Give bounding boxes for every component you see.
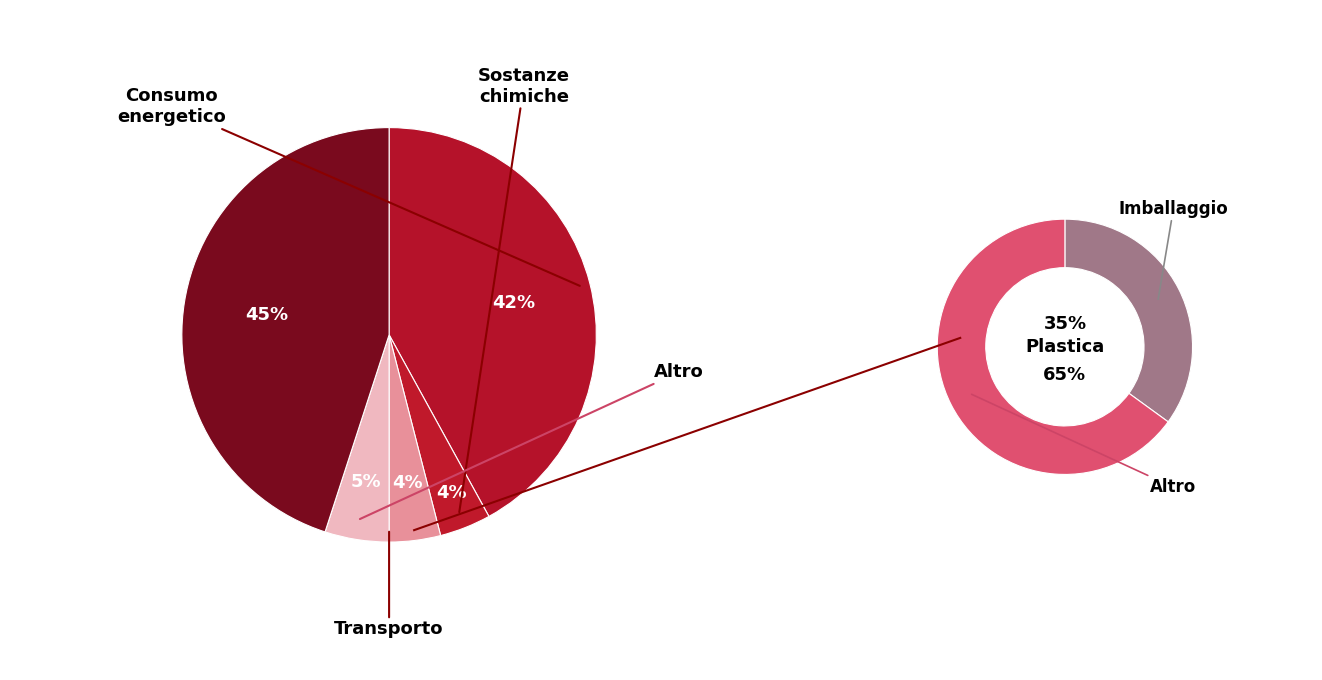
Text: Plastica: Plastica [1026,338,1104,356]
Text: 35%: 35% [1043,315,1087,333]
Text: 65%: 65% [1043,366,1087,384]
Text: 45%: 45% [245,307,288,324]
Text: 4%: 4% [436,484,467,502]
Text: 5%: 5% [350,473,381,491]
Text: Transporto: Transporto [334,532,444,638]
Wedge shape [389,128,596,516]
Wedge shape [182,128,389,532]
Text: 42%: 42% [492,294,535,312]
Text: 4%: 4% [393,474,423,492]
Text: Altro: Altro [972,394,1196,496]
Text: Consumo
energetico: Consumo energetico [118,88,580,286]
Wedge shape [937,219,1169,475]
Wedge shape [325,335,389,542]
Text: Altro: Altro [360,363,705,519]
Text: Imballaggio: Imballaggio [1118,200,1228,299]
Wedge shape [389,335,489,536]
Text: Sostanze
chimiche: Sostanze chimiche [459,67,570,512]
Wedge shape [1066,219,1192,422]
Wedge shape [389,335,440,542]
